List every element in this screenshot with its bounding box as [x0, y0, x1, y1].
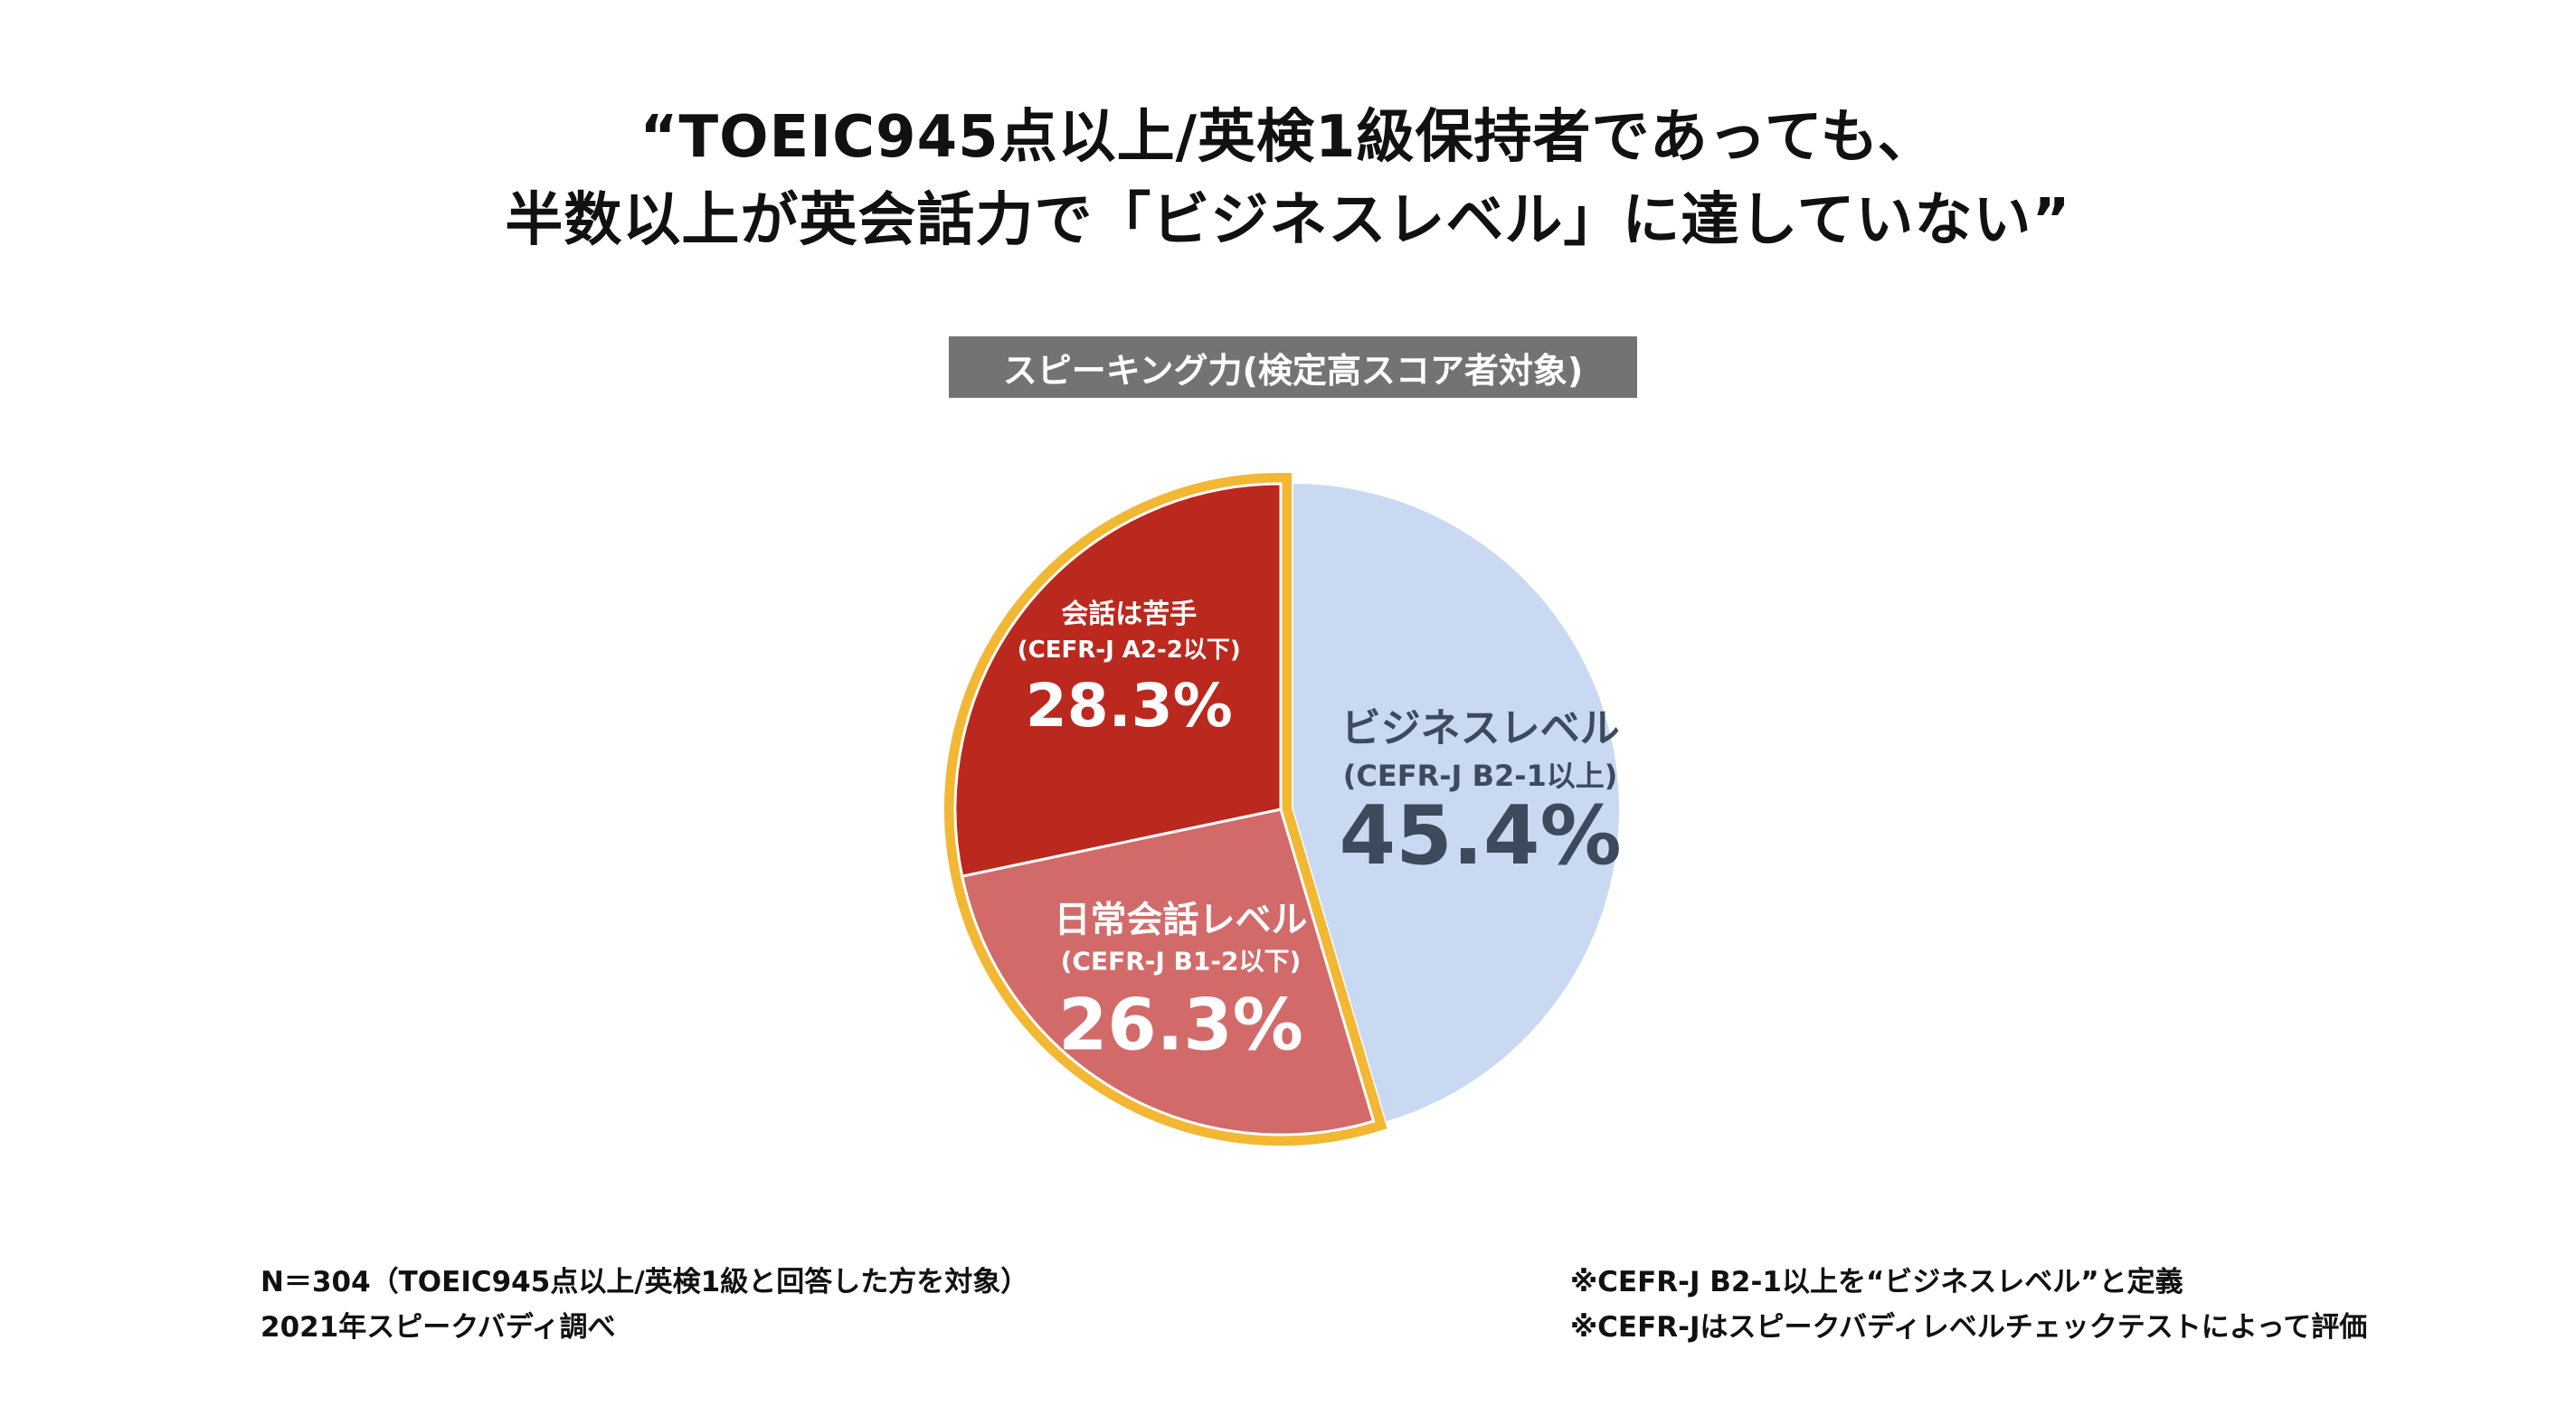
- slice-value-label-1: 26.3%: [1058, 986, 1303, 1067]
- pie-slice-2: [953, 482, 1283, 878]
- slice-label-name-0: ビジネスレベル: [1341, 705, 1620, 751]
- slice-value-label-2: 28.3%: [1026, 671, 1233, 741]
- slice-label-name-2: 会話は苦手: [1061, 599, 1197, 630]
- chart-subtitle-box: スピーキング力(検定高スコア者対象): [949, 336, 1637, 398]
- slice-label-sub-2: (CEFR-J A2-2以下): [1018, 637, 1241, 664]
- chart-subtitle: スピーキング力(検定高スコア者対象): [1002, 350, 1584, 391]
- footnote-sample: N＝304（TOEIC945点以上/英検1級と回答した方を対象）: [260, 1266, 1029, 1298]
- footnote-definition: ※CEFR-J B2-1以上を“ビジネスレベル”と定義: [1570, 1266, 2183, 1298]
- pie-slice-1: [960, 807, 1376, 1137]
- slice-label-sub-0: (CEFR-J B2-1以上): [1343, 759, 1618, 793]
- footnote-evaluation: ※CEFR-Jはスピークバディレベルチェックテストによって評価: [1570, 1311, 2368, 1344]
- slice-value-label-0: 45.4%: [1340, 788, 1622, 883]
- footnote-source: 2021年スピークバディ調べ: [260, 1311, 616, 1344]
- title-line-2: 半数以上が英会話力で「ビジネスレベル」に達していない”: [505, 187, 2071, 254]
- slice-label-name-1: 日常会話レベル: [1054, 900, 1307, 941]
- slice-label-sub-1: (CEFR-J B1-2以下): [1061, 947, 1302, 977]
- title-line-1: “TOEIC945点以上/英検1級保持者であっても、: [639, 104, 1937, 171]
- pie-slice-0: [1293, 484, 1620, 1122]
